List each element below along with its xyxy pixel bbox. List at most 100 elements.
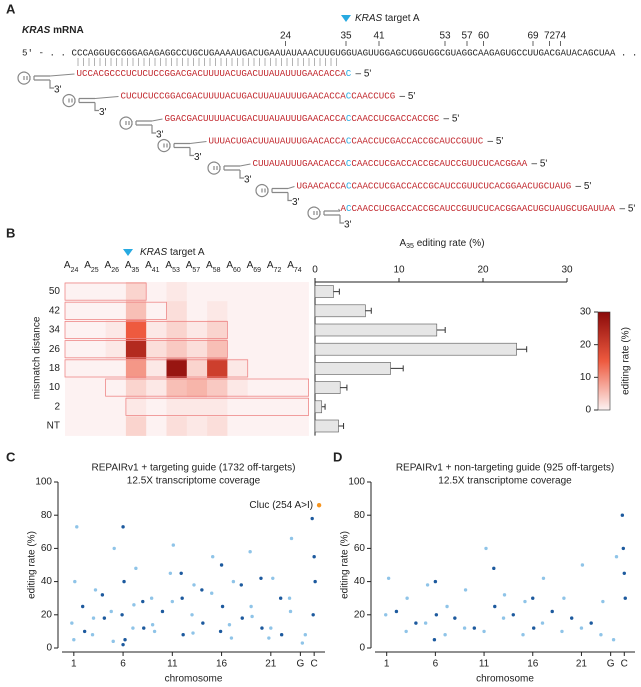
target-marker — [341, 15, 351, 22]
point — [560, 629, 564, 634]
y-tick-label: 34 — [49, 325, 61, 336]
x-tick-label: A25 — [84, 260, 99, 274]
guide-pre: UUUACUGACUUAUAUUUGAACACCA — [209, 136, 347, 147]
gene: KRAS — [22, 25, 51, 36]
heat-cell — [288, 301, 309, 321]
target-label: KRAS target A — [355, 13, 420, 24]
colorbar-tick-label: 10 — [580, 372, 592, 383]
x-tick-label: 21 — [576, 659, 588, 670]
heat-cell — [65, 339, 86, 360]
guide-post: CAACCUCGACCACCGCAUCCGUUCUCACGGAACUGCUAUG… — [352, 203, 616, 214]
point — [313, 579, 317, 584]
heat-cell — [146, 416, 167, 436]
point — [90, 633, 95, 637]
x-tick-label: G — [607, 659, 615, 670]
sequence: 5' - . . CCCAGGUGCGGGAGAGAGGCCUGCUGAAAAU… — [22, 47, 641, 58]
point — [405, 596, 409, 600]
index: 72 — [274, 267, 282, 274]
heat-cell — [186, 301, 208, 321]
heat-cell — [227, 301, 248, 321]
guide-span — [64, 359, 249, 378]
index: 35 — [131, 267, 139, 274]
x-tick-label: A57 — [186, 260, 201, 274]
heat-cell — [125, 378, 147, 398]
guide-end: – 5' — [620, 204, 636, 215]
heat-cell — [268, 339, 289, 360]
y-tick-label: 26 — [49, 344, 61, 355]
point — [303, 633, 307, 637]
mismatch: C — [346, 203, 352, 214]
bar — [314, 342, 517, 356]
hairpin-end: 3' — [156, 130, 164, 141]
point — [311, 613, 315, 617]
point — [432, 638, 437, 642]
base: A — [125, 260, 132, 271]
x-tick-label: A60 — [226, 260, 241, 274]
point — [102, 616, 107, 620]
point — [121, 525, 125, 529]
heat-cell — [146, 397, 167, 417]
guide-sequence: UCCACGCCCUCUCUCCGGACGACUUUUACUGACUUAUAUU… — [77, 68, 352, 79]
guide-link — [287, 186, 295, 189]
heat-cell — [85, 320, 106, 340]
heat-cell — [268, 282, 289, 302]
point — [82, 629, 87, 634]
heat-cell — [288, 339, 309, 360]
point — [589, 621, 593, 625]
error-bar — [321, 403, 326, 410]
guide-pre: GGACGACUUUUACUGACUUAUAUUUGAACACCA — [165, 113, 347, 124]
heat-cell — [146, 301, 167, 321]
point — [611, 638, 616, 642]
colorbar-tick-label: 0 — [585, 405, 591, 416]
heat-cell — [268, 416, 289, 436]
y-tick-label: NT — [47, 421, 60, 432]
colorbar-tick-label: 30 — [580, 307, 592, 318]
guide-end: – 5' — [444, 114, 460, 125]
point — [220, 604, 225, 609]
position-label: 69 — [527, 31, 539, 42]
point — [149, 596, 154, 600]
x-tick-label: 16 — [216, 659, 228, 670]
heat-cell — [105, 320, 127, 340]
y-tick-label: 42 — [49, 305, 61, 316]
point — [70, 621, 74, 625]
guide-span — [64, 301, 167, 320]
point — [179, 571, 183, 575]
title: KRAS mRNA — [22, 25, 84, 36]
hairpin — [307, 206, 340, 220]
point — [404, 629, 408, 634]
point — [80, 604, 85, 609]
point — [192, 583, 196, 587]
heat-cell — [186, 397, 208, 417]
gene: KRAS — [355, 13, 383, 24]
colorbar-tick-label: 20 — [580, 339, 592, 350]
hairpin-tail — [239, 170, 244, 179]
hairpin-end: 3' — [244, 175, 252, 186]
error-bar — [365, 307, 372, 314]
point — [434, 613, 439, 617]
hairpin-end: 3' — [194, 152, 202, 163]
y-tick-label: 0 — [46, 643, 52, 654]
hairpin-tail — [339, 215, 344, 224]
point — [219, 563, 224, 567]
base: A — [267, 260, 274, 271]
heat-cell — [125, 397, 147, 417]
mismatch: C — [346, 68, 352, 79]
point — [211, 555, 215, 559]
heat-cell — [105, 378, 127, 398]
hairpin-tail — [94, 102, 99, 112]
annotation-label: Cluc (254 A>I) — [249, 500, 313, 511]
point — [229, 636, 234, 640]
hairpin-end: 3' — [292, 197, 300, 208]
x-tick-label: 1 — [71, 659, 77, 670]
panel-label: C — [6, 449, 16, 464]
point — [134, 566, 138, 571]
guide-pre: A — [341, 203, 347, 214]
point — [170, 599, 175, 604]
heat-cell — [186, 320, 208, 340]
heat-cell — [166, 301, 188, 321]
point — [132, 603, 136, 607]
point — [152, 629, 157, 634]
guide-post: CAACCUCGACCACCGC — [351, 113, 439, 124]
y-tick-label: 60 — [41, 543, 53, 554]
